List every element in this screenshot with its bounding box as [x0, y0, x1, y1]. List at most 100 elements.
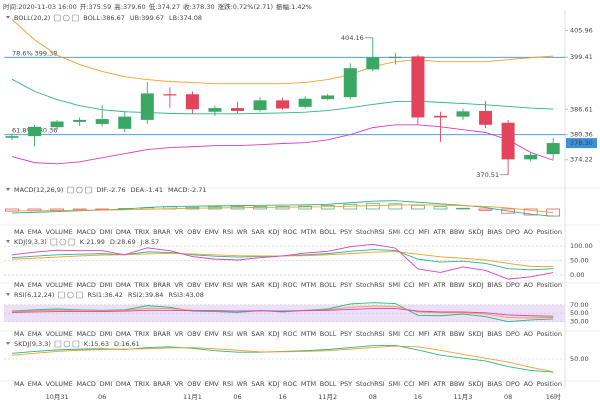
indicator-tab[interactable]: PSY	[340, 330, 352, 338]
indicator-tab[interactable]: MFI	[418, 228, 429, 236]
indicator-tab[interactable]: CCI	[404, 228, 415, 236]
indicator-tab[interactable]: TRIX	[134, 281, 150, 289]
indicator-tab[interactable]: OBV	[187, 330, 201, 338]
indicator-tab[interactable]: CCI	[404, 380, 415, 388]
indicator-tab[interactable]: DMI	[100, 228, 113, 236]
indicator-tab[interactable]: TRIX	[134, 380, 150, 388]
indicator-tab[interactable]: CCI	[404, 330, 415, 338]
indicator-tab[interactable]: RSI	[222, 330, 233, 338]
indicator-tab[interactable]: BOLL	[320, 228, 337, 236]
indicator-tab[interactable]: ROC	[283, 330, 298, 338]
indicator-tab[interactable]: RSI	[222, 228, 233, 236]
indicator-tab[interactable]: EMA	[28, 281, 43, 289]
indicator-tab[interactable]: TRIX	[134, 330, 150, 338]
indicator-tab[interactable]: MFI	[418, 281, 429, 289]
indicator-tab[interactable]: KDJ	[268, 330, 279, 338]
close-icon[interactable]	[85, 186, 92, 194]
indicator-tab[interactable]: AO	[524, 281, 533, 289]
indicator-tab[interactable]: StochRSI	[356, 380, 385, 388]
indicator-tab[interactable]: BOLL	[320, 330, 337, 338]
indicator-tab[interactable]: DPO	[506, 380, 520, 388]
indicator-tab[interactable]: SAR	[251, 228, 265, 236]
indicator-tab[interactable]: MTM	[301, 228, 316, 236]
indicator-tab[interactable]: MACD	[76, 330, 95, 338]
indicator-tab[interactable]: BRAR	[153, 330, 171, 338]
indicator-tab[interactable]: DMA	[116, 380, 132, 388]
indicator-tab[interactable]: BOLL	[320, 380, 337, 388]
indicator-tab[interactable]: WR	[237, 281, 248, 289]
indicator-tab[interactable]: BBW	[449, 330, 465, 338]
indicator-tab[interactable]: BBW	[449, 228, 465, 236]
indicator-tab[interactable]: ROC	[283, 228, 298, 236]
indicator-tab[interactable]: VR	[174, 281, 183, 289]
indicator-tab[interactable]: ATR	[433, 228, 446, 236]
indicator-tab[interactable]: SAR	[251, 330, 265, 338]
indicator-tab[interactable]: ROC	[283, 281, 298, 289]
indicator-tab[interactable]: MA	[14, 281, 25, 289]
close-icon[interactable]	[71, 14, 79, 22]
indicator-tab[interactable]: DMI	[100, 380, 113, 388]
indicator-tab[interactable]: DPO	[506, 281, 520, 289]
indicator-tab[interactable]: MFI	[418, 330, 429, 338]
indicator-tab[interactable]: WR	[237, 330, 248, 338]
indicator-tab[interactable]: OBV	[187, 380, 201, 388]
close-icon[interactable]	[72, 340, 80, 348]
close-icon[interactable]	[76, 291, 83, 299]
indicator-tab[interactable]: VOLUME	[46, 228, 73, 236]
indicator-tab[interactable]: DMA	[116, 281, 132, 289]
indicator-tab[interactable]: DMA	[116, 228, 132, 236]
indicator-tab[interactable]: VR	[174, 380, 183, 388]
indicator-tab[interactable]: StochRSI	[356, 228, 385, 236]
indicator-tab[interactable]: ATR	[433, 281, 446, 289]
indicator-tab[interactable]: MA	[14, 330, 25, 338]
indicator-tab[interactable]: MACD	[76, 380, 95, 388]
indicator-tab[interactable]: VOLUME	[46, 281, 73, 289]
indicator-tab[interactable]: MTM	[301, 330, 316, 338]
indicator-tab[interactable]: ROC	[283, 380, 298, 388]
indicator-tab[interactable]: Position	[537, 330, 562, 338]
gear-icon[interactable]	[67, 291, 74, 299]
indicator-tab[interactable]: SAR	[251, 380, 265, 388]
close-icon[interactable]	[68, 238, 76, 246]
indicator-tab[interactable]: TRIX	[134, 228, 150, 236]
indicator-tab[interactable]: MACD	[76, 228, 95, 236]
gear-icon[interactable]	[63, 340, 71, 348]
indicator-tab[interactable]: DMA	[116, 330, 132, 338]
indicator-tab[interactable]: AO	[524, 228, 533, 236]
indicator-tab[interactable]: DMI	[100, 281, 113, 289]
indicator-tab[interactable]: WR	[237, 380, 248, 388]
indicator-tab[interactable]: EMA	[28, 228, 43, 236]
gear-icon[interactable]	[76, 186, 83, 194]
indicator-tab[interactable]: PSY	[340, 228, 352, 236]
gear-icon[interactable]	[62, 14, 70, 22]
indicator-tab[interactable]: BIAS	[487, 330, 502, 338]
indicator-tab[interactable]: MA	[14, 380, 25, 388]
indicator-tab[interactable]: EMV	[205, 330, 220, 338]
indicator-tab[interactable]: BRAR	[153, 281, 171, 289]
indicator-tab[interactable]: CCI	[404, 281, 415, 289]
indicator-tab[interactable]: EMV	[205, 380, 220, 388]
indicator-tab[interactable]: BOLL	[320, 281, 337, 289]
indicator-tab[interactable]: DPO	[506, 228, 520, 236]
indicator-tab[interactable]: DPO	[506, 330, 520, 338]
indicator-tab[interactable]: VR	[174, 330, 183, 338]
indicator-tab[interactable]: SMI	[388, 330, 400, 338]
indicator-tab[interactable]: EMA	[28, 330, 43, 338]
indicator-tab[interactable]: ATR	[433, 380, 446, 388]
indicator-tab[interactable]: BRAR	[153, 228, 171, 236]
indicator-tab[interactable]: DMI	[100, 330, 113, 338]
square-icon[interactable]	[67, 186, 74, 194]
indicator-tab[interactable]: MFI	[418, 380, 429, 388]
indicator-tab[interactable]: SMI	[388, 281, 400, 289]
indicator-tab[interactable]: SMI	[388, 380, 400, 388]
indicator-tab[interactable]: StochRSI	[356, 281, 385, 289]
indicator-tab[interactable]: EMV	[205, 228, 220, 236]
indicator-tab[interactable]: PSY	[340, 281, 352, 289]
indicator-tab[interactable]: ATR	[433, 330, 446, 338]
indicator-tab[interactable]: MTM	[301, 380, 316, 388]
indicator-tab[interactable]: BRAR	[153, 380, 171, 388]
indicator-tab[interactable]: SKDJ	[468, 228, 483, 236]
indicator-tab[interactable]: MA	[14, 228, 25, 236]
gear-icon[interactable]	[59, 238, 67, 246]
indicator-tab[interactable]: Position	[537, 380, 562, 388]
